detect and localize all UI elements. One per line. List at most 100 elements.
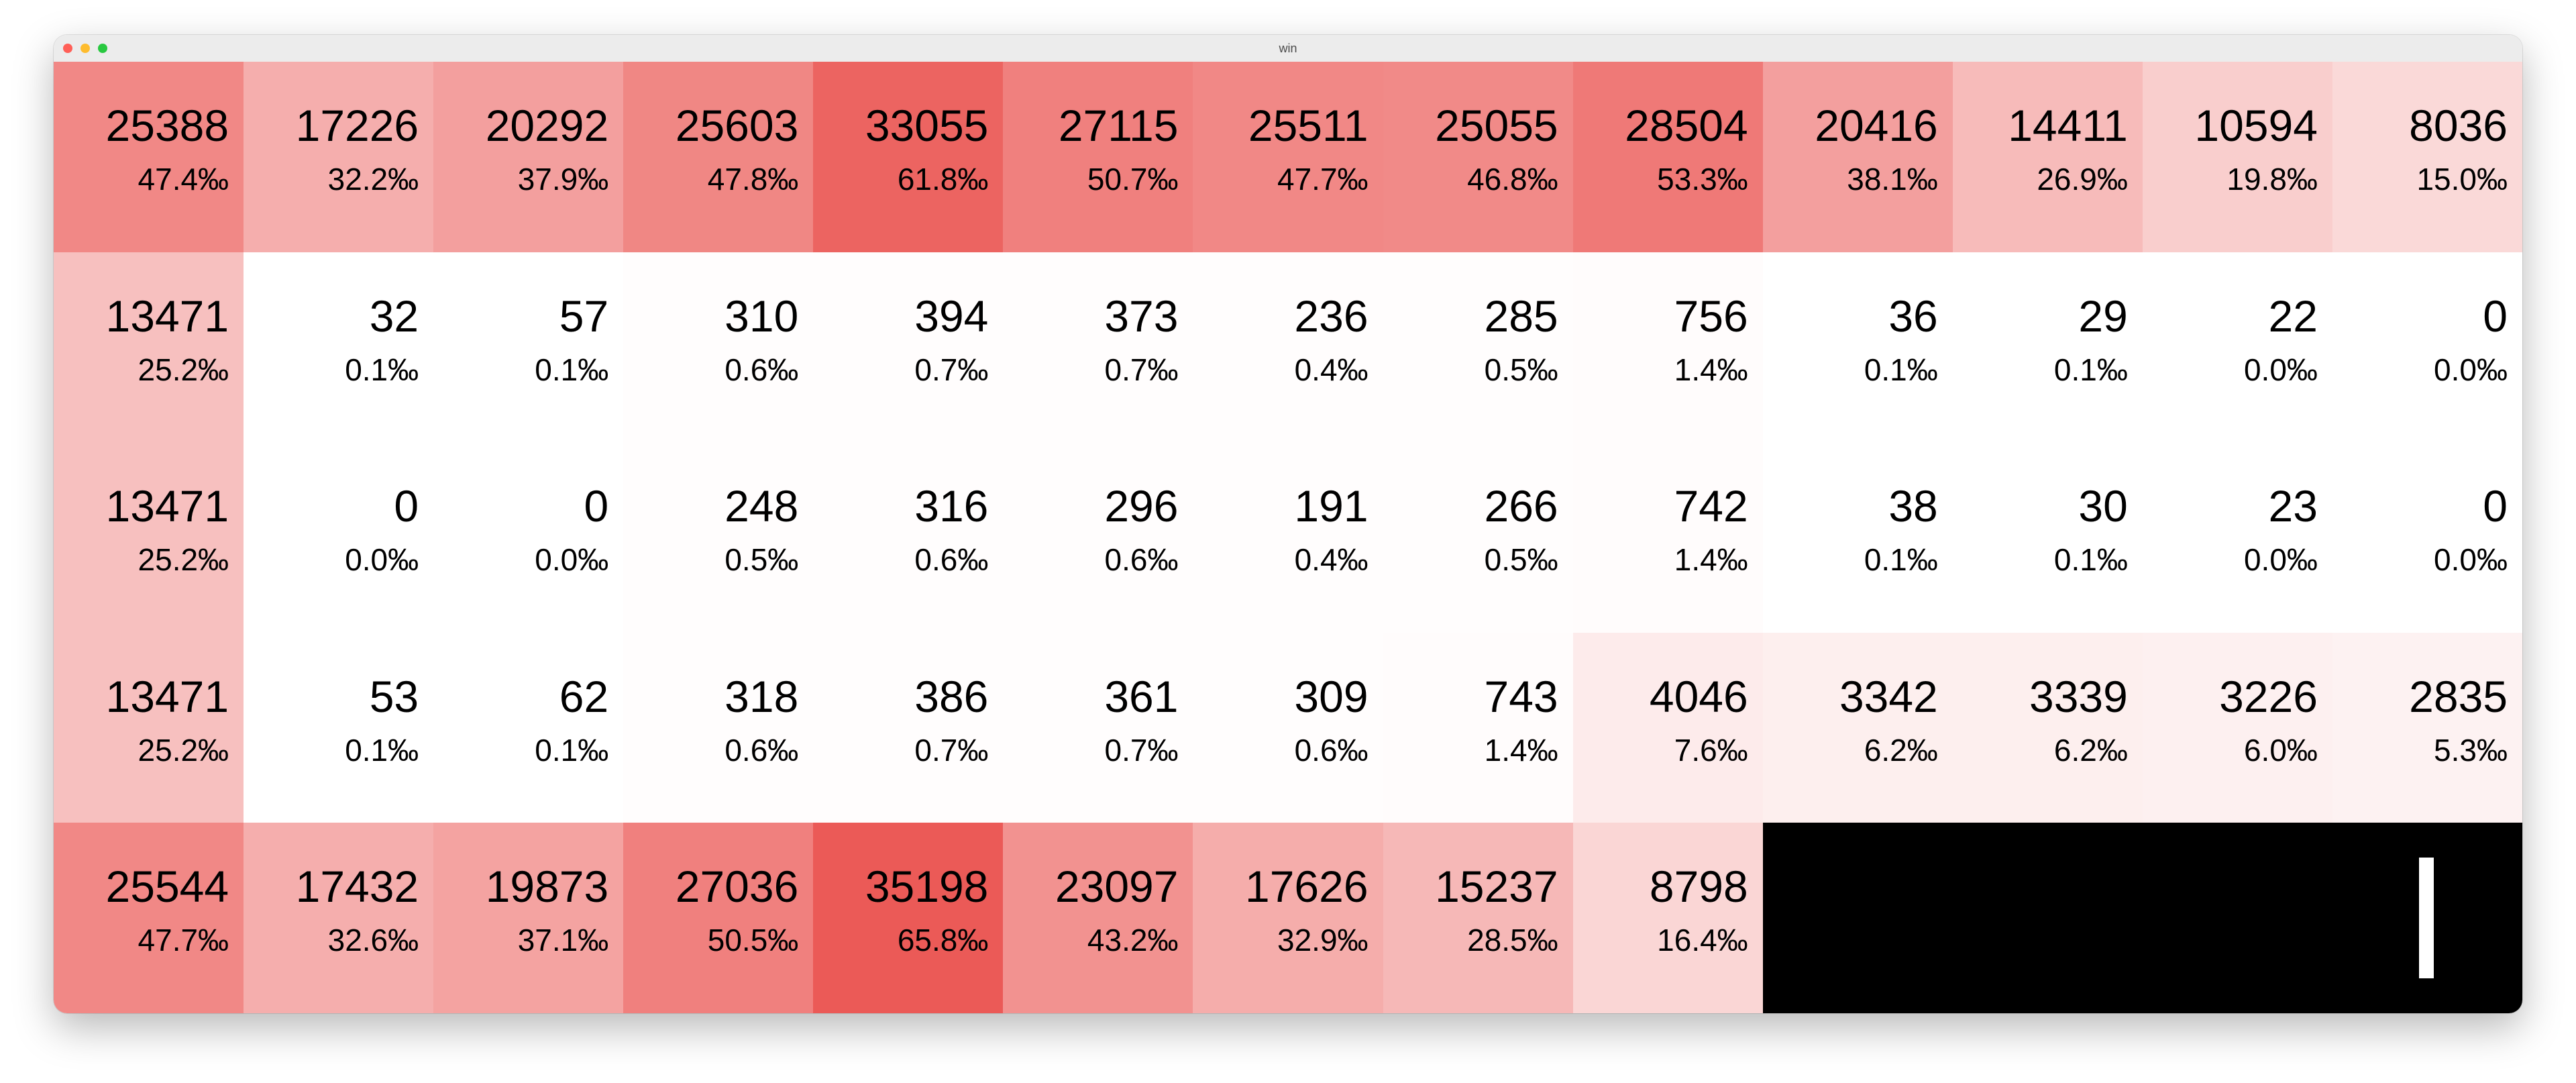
minimize-button[interactable] bbox=[80, 44, 90, 53]
heatmap-cell: 0 0.0‰ bbox=[2332, 252, 2522, 443]
cell-value: 23097 bbox=[1055, 862, 1179, 912]
heatmap-cell: 386 0.7‰ bbox=[813, 632, 1004, 823]
cell-value: 13471 bbox=[105, 481, 229, 531]
heatmap-cell: 756 1.4‰ bbox=[1572, 252, 1763, 443]
cell-percent: 0.0‰ bbox=[2434, 352, 2508, 387]
heatmap-cell: 318 0.6‰ bbox=[623, 632, 814, 823]
cell-percent: 32.6‰ bbox=[327, 923, 419, 958]
cell-value: 57 bbox=[559, 291, 609, 341]
close-button[interactable] bbox=[63, 44, 72, 53]
cell-value: 266 bbox=[1484, 481, 1558, 531]
cell-percent: 0.7‰ bbox=[1104, 732, 1179, 768]
cell-percent: 47.7‰ bbox=[138, 923, 229, 958]
heatmap-cell: 10594 19.8‰ bbox=[2142, 62, 2332, 252]
cell-percent: 0.1‰ bbox=[1864, 542, 1938, 578]
heatmap-cell: 25544 47.7‰ bbox=[54, 823, 244, 1013]
heatmap-cell: 57 0.1‰ bbox=[433, 252, 624, 443]
cell-value: 236 bbox=[1294, 291, 1368, 341]
heatmap-cell: 373 0.7‰ bbox=[1003, 252, 1193, 443]
cell-percent: 65.8‰ bbox=[897, 923, 989, 958]
cell-value: 32 bbox=[369, 291, 419, 341]
cell-percent: 47.7‰ bbox=[1277, 162, 1368, 197]
heatmap-cell: 27036 50.5‰ bbox=[623, 823, 814, 1013]
heatmap-cell: 20292 37.9‰ bbox=[433, 62, 624, 252]
cell-percent: 37.1‰ bbox=[517, 923, 609, 958]
terminal-cursor-area[interactable] bbox=[1762, 823, 2522, 1013]
cell-percent: 0.1‰ bbox=[2053, 352, 2128, 387]
heatmap-cell: 33055 61.8‰ bbox=[813, 62, 1004, 252]
cell-value: 22 bbox=[2268, 291, 2318, 341]
heatmap-cell: 309 0.6‰ bbox=[1193, 632, 1383, 823]
heatmap-cell: 743 1.4‰ bbox=[1383, 632, 1573, 823]
cell-value: 17226 bbox=[295, 101, 419, 150]
heatmap-cell: 248 0.5‰ bbox=[623, 442, 814, 633]
heatmap-cell: 0 0.0‰ bbox=[2332, 442, 2522, 633]
cell-value: 13471 bbox=[105, 291, 229, 341]
cell-percent: 47.8‰ bbox=[707, 162, 799, 197]
cell-percent: 0.5‰ bbox=[1484, 542, 1558, 578]
heatmap-cell: 22 0.0‰ bbox=[2142, 252, 2332, 443]
cell-percent: 50.5‰ bbox=[707, 923, 799, 958]
heatmap-cell: 3342 6.2‰ bbox=[1762, 632, 1953, 823]
heatmap-cell: 25388 47.4‰ bbox=[54, 62, 244, 252]
cell-percent: 0.6‰ bbox=[1294, 732, 1368, 768]
cell-value: 394 bbox=[914, 291, 989, 341]
cell-value: 8798 bbox=[1649, 862, 1748, 912]
cell-percent: 0.6‰ bbox=[1104, 542, 1179, 578]
heatmap-cell: 15237 28.5‰ bbox=[1383, 823, 1573, 1013]
cell-percent: 0.1‰ bbox=[345, 352, 419, 387]
heatmap-cell: 20416 38.1‰ bbox=[1762, 62, 1953, 252]
cell-percent: 0.0‰ bbox=[345, 542, 419, 578]
cell-percent: 38.1‰ bbox=[1847, 162, 1938, 197]
title-bar[interactable]: win bbox=[54, 35, 2522, 62]
cell-percent: 37.9‰ bbox=[517, 162, 609, 197]
cell-percent: 0.4‰ bbox=[1294, 352, 1368, 387]
cell-value: 53 bbox=[369, 671, 419, 721]
cell-value: 33055 bbox=[865, 101, 989, 150]
cell-percent: 6.2‰ bbox=[2053, 732, 2128, 768]
heatmap-cell: 0 0.0‰ bbox=[433, 442, 624, 633]
cell-value: 310 bbox=[724, 291, 799, 341]
heatmap-cell: 296 0.6‰ bbox=[1003, 442, 1193, 633]
cell-value: 19873 bbox=[485, 862, 609, 912]
heatmap-cell: 19873 37.1‰ bbox=[433, 823, 624, 1013]
heatmap-cell: 13471 25.2‰ bbox=[54, 252, 244, 443]
heatmap-cell: 62 0.1‰ bbox=[433, 632, 624, 823]
app-window: win 25388 47.4‰ 17226 32.2‰ 20292 37.9‰ 25603 4… bbox=[54, 35, 2522, 1013]
cell-percent: 0.0‰ bbox=[535, 542, 609, 578]
cell-value: 38 bbox=[1888, 481, 1938, 531]
maximize-button[interactable] bbox=[98, 44, 107, 53]
cell-value: 743 bbox=[1484, 671, 1558, 721]
cell-percent: 0.5‰ bbox=[1484, 352, 1558, 387]
cell-value: 0 bbox=[2483, 291, 2508, 341]
cell-percent: 6.2‰ bbox=[1864, 732, 1938, 768]
cell-percent: 0.6‰ bbox=[914, 542, 989, 578]
cell-value: 0 bbox=[2483, 481, 2508, 531]
cell-percent: 43.2‰ bbox=[1087, 923, 1179, 958]
heatmap-cell: 191 0.4‰ bbox=[1193, 442, 1383, 633]
heatmap-cell: 285 0.5‰ bbox=[1383, 252, 1573, 443]
heatmap-cell: 38 0.1‰ bbox=[1762, 442, 1953, 633]
cell-value: 373 bbox=[1104, 291, 1179, 341]
heatmap-cell: 310 0.6‰ bbox=[623, 252, 814, 443]
heatmap-cell: 266 0.5‰ bbox=[1383, 442, 1573, 633]
heatmap-cell: 25055 46.8‰ bbox=[1383, 62, 1573, 252]
cell-value: 3339 bbox=[2029, 671, 2128, 721]
cell-value: 25055 bbox=[1435, 101, 1558, 150]
cell-value: 318 bbox=[724, 671, 799, 721]
cell-percent: 0.1‰ bbox=[535, 732, 609, 768]
heatmap-cell: 25511 47.7‰ bbox=[1193, 62, 1383, 252]
cell-percent: 0.1‰ bbox=[1864, 352, 1938, 387]
cell-percent: 61.8‰ bbox=[897, 162, 989, 197]
cell-value: 30 bbox=[2078, 481, 2128, 531]
cell-percent: 16.4‰ bbox=[1657, 923, 1748, 958]
cell-value: 10594 bbox=[2194, 101, 2318, 150]
heatmap-cell: 2835 5.3‰ bbox=[2332, 632, 2522, 823]
heatmap-cell: 28504 53.3‰ bbox=[1572, 62, 1763, 252]
heatmap-cell: 3339 6.2‰ bbox=[1952, 632, 2143, 823]
heatmap-cell: 3226 6.0‰ bbox=[2142, 632, 2332, 823]
cell-value: 3226 bbox=[2219, 671, 2318, 721]
cell-percent: 28.5‰ bbox=[1467, 923, 1558, 958]
cell-percent: 46.8‰ bbox=[1467, 162, 1558, 197]
cell-value: 27115 bbox=[1058, 101, 1179, 150]
